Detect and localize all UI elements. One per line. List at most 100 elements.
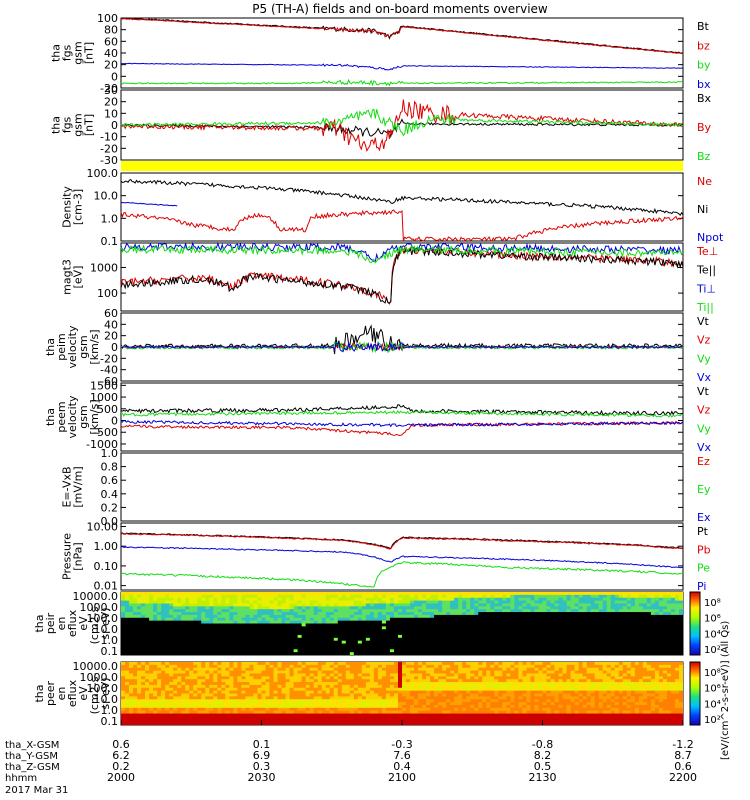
spectrogram-cell: [265, 673, 271, 677]
spectrogram-cell: [349, 667, 355, 672]
spectrogram-cell: [201, 609, 206, 613]
spectrogram-cell: [261, 684, 267, 689]
spectrogram-cell: [654, 603, 660, 607]
spectrogram-cell: [221, 713, 226, 718]
spectrogram-cell: [410, 707, 415, 712]
spectrogram-cell: [594, 597, 600, 602]
spectrogram-cell: [177, 594, 182, 599]
spectrogram-cell: [602, 632, 608, 636]
spectrogram-cell: [397, 704, 403, 709]
spectrogram-cell: [402, 710, 407, 715]
spectrogram-cell: [478, 612, 483, 616]
spectrogram-cell: [249, 673, 255, 677]
spectrogram-cell: [157, 600, 162, 605]
spectrogram-cell: [237, 670, 243, 675]
spectrogram-cell: [598, 646, 604, 650]
spectrogram-cell: [129, 594, 134, 599]
spectrogram-cell: [626, 592, 632, 596]
spectrogram-cell: [329, 704, 335, 709]
spectrogram-cell: [506, 640, 511, 645]
spectrogram-cell: [478, 606, 483, 610]
spectrogram-cell: [209, 716, 214, 720]
spectrogram-cell: [277, 710, 283, 715]
spectrogram-cell: [418, 634, 423, 639]
spectrogram-cell: [646, 612, 652, 616]
spectrogram-cell: [454, 649, 459, 653]
spectrogram-cell: [137, 643, 142, 648]
spectrogram-cell: [133, 634, 138, 639]
spectrogram-cell: [369, 597, 375, 602]
spectrogram-cell: [345, 696, 351, 700]
spectrogram-cell: [269, 609, 275, 613]
spectrogram-cell: [213, 600, 218, 605]
spectrogram-cell: [301, 719, 307, 723]
spectrogram-cell: [197, 684, 202, 689]
spectrogram-cell: [133, 646, 138, 650]
spectrogram-cell: [402, 592, 407, 596]
spectrogram-cell: [393, 716, 399, 720]
spectrogram-cell: [193, 687, 198, 692]
spectrogram-cell: [337, 670, 343, 675]
spectrogram-cell: [357, 682, 363, 686]
spectrogram-cell: [205, 673, 210, 677]
spectrogram-cell: [385, 676, 391, 680]
spectrogram-cell: [662, 634, 668, 639]
spectrogram-cell: [626, 652, 632, 655]
spectrogram-cell: [261, 623, 267, 627]
spectrogram-cell: [670, 617, 676, 622]
spectrogram-cell: [277, 609, 283, 613]
spectrogram-cell: [381, 722, 387, 725]
spectrogram-cell: [329, 617, 335, 622]
spectrogram-cell: [506, 617, 511, 622]
spectrogram-cell: [197, 603, 202, 607]
spectrogram-cell: [129, 684, 134, 689]
spectrogram-cell: [145, 716, 150, 720]
spectrogram-cell: [341, 609, 347, 613]
spectrogram-cell: [177, 667, 182, 672]
spectrogram-cell: [650, 594, 656, 599]
spectrogram-cell: [209, 620, 214, 625]
spectrogram-cell: [173, 617, 178, 622]
spectrogram-cell: [402, 626, 407, 630]
spectrogram-cell: [422, 617, 427, 622]
spectrogram-cell: [522, 594, 528, 599]
spectrogram-cell: [462, 632, 467, 636]
spectrogram-cell: [157, 722, 162, 725]
spectrogram-cell: [229, 722, 234, 725]
spectrogram-cell: [293, 632, 299, 636]
spectrogram-cell: [201, 637, 206, 642]
spectrogram-cell: [221, 702, 226, 706]
spectrogram-cell: [397, 614, 403, 619]
spectrogram-cell: [245, 664, 251, 669]
spectrogram-cell: [165, 643, 170, 648]
spectrogram-cell: [606, 652, 612, 655]
spectrogram-cell: [189, 667, 194, 672]
spectrogram-cell: [353, 637, 359, 642]
spectrogram-cell: [305, 606, 311, 610]
spectrogram-cell: [393, 600, 399, 605]
spectrogram-cell: [177, 600, 182, 605]
spectrogram-cell: [498, 592, 503, 596]
y-tick-label: 0: [111, 341, 118, 354]
spectrogram-cell: [658, 620, 664, 625]
spectrogram-cell: [502, 594, 507, 599]
spectrogram-cell: [402, 687, 407, 692]
spectrogram-cell: [281, 614, 287, 619]
spectrogram-cell: [530, 594, 536, 599]
spectrogram-cell: [530, 626, 536, 630]
spectrogram-cell: [277, 643, 283, 648]
spectrogram-cell: [253, 632, 259, 636]
spectrogram-cell: [269, 670, 275, 675]
spectrogram-cell: [309, 682, 315, 686]
spectrogram-cell: [161, 597, 166, 602]
spectrogram-cell: [301, 632, 307, 636]
spectrogram-cell: [157, 676, 162, 680]
spectrogram-cell: [193, 684, 198, 689]
spectrogram-cell: [646, 623, 652, 627]
spectrogram-cell: [213, 719, 218, 723]
spectrogram-cell: [221, 707, 226, 712]
spectrogram-cell: [586, 594, 592, 599]
spectrogram-cell: [438, 646, 443, 650]
spectrogram-cell: [277, 707, 283, 712]
y-tick-label: 20: [104, 59, 118, 72]
